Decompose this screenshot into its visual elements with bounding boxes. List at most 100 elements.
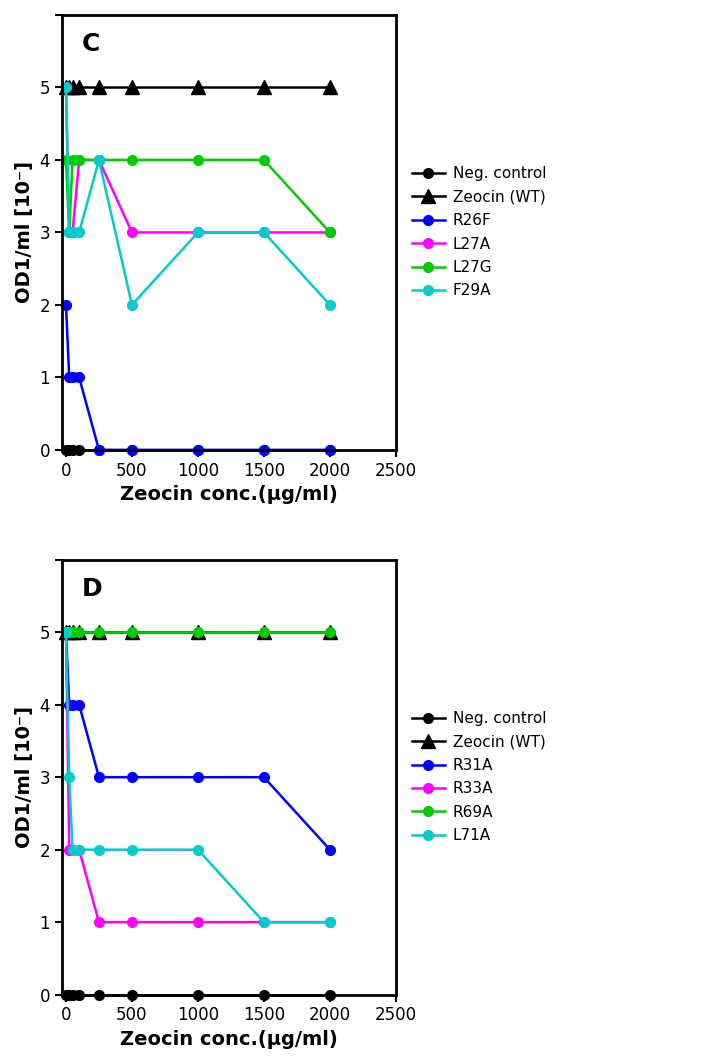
R26F <box>62 299 70 312</box>
L27G <box>260 153 268 166</box>
L71A <box>75 844 83 857</box>
L27A <box>128 226 136 238</box>
R26F <box>260 444 268 456</box>
Line: L71A: L71A <box>61 628 335 927</box>
L27G <box>194 153 202 166</box>
R69A <box>128 626 136 638</box>
Line: L27A: L27A <box>61 83 335 237</box>
Zeocin (WT) <box>68 81 77 94</box>
L27G <box>75 153 83 166</box>
Zeocin (WT) <box>94 626 103 638</box>
F29A <box>128 299 136 312</box>
R26F <box>65 371 74 384</box>
R69A <box>326 626 334 638</box>
L27G <box>326 226 334 238</box>
R33A <box>94 916 103 929</box>
X-axis label: Zeocin conc.(μg/ml): Zeocin conc.(μg/ml) <box>120 485 338 504</box>
Neg. control <box>65 988 74 1001</box>
Neg. control <box>62 988 70 1001</box>
Zeocin (WT) <box>260 626 268 638</box>
L71A <box>68 844 77 857</box>
R31A <box>62 626 70 638</box>
R69A <box>62 626 70 638</box>
L71A <box>326 916 334 929</box>
Line: F29A: F29A <box>61 83 335 310</box>
Zeocin (WT) <box>62 626 70 638</box>
Zeocin (WT) <box>326 626 334 638</box>
Neg. control <box>194 988 202 1001</box>
L27G <box>128 153 136 166</box>
R26F <box>94 444 103 456</box>
L71A <box>128 844 136 857</box>
R69A <box>68 626 77 638</box>
L27A <box>94 153 103 166</box>
R26F <box>326 444 334 456</box>
L27A <box>68 226 77 238</box>
Neg. control <box>75 444 83 456</box>
Legend: Neg. control, Zeocin (WT), R26F, L27A, L27G, F29A: Neg. control, Zeocin (WT), R26F, L27A, L… <box>407 162 551 303</box>
Neg. control <box>128 988 136 1001</box>
L71A <box>94 844 103 857</box>
Neg. control <box>65 444 74 456</box>
Zeocin (WT) <box>194 81 202 94</box>
L27A <box>326 226 334 238</box>
R69A <box>94 626 103 638</box>
R33A <box>326 916 334 929</box>
Neg. control <box>75 988 83 1001</box>
L27A <box>65 226 74 238</box>
X-axis label: Zeocin conc.(μg/ml): Zeocin conc.(μg/ml) <box>120 1030 338 1049</box>
Line: R26F: R26F <box>61 300 335 454</box>
Neg. control <box>260 988 268 1001</box>
Neg. control <box>62 444 70 456</box>
R31A <box>68 698 77 711</box>
R69A <box>75 626 83 638</box>
Zeocin (WT) <box>194 626 202 638</box>
F29A <box>194 226 202 238</box>
R33A <box>65 844 74 857</box>
Zeocin (WT) <box>128 81 136 94</box>
R31A <box>94 770 103 783</box>
L27A <box>260 226 268 238</box>
R31A <box>65 698 74 711</box>
Line: R33A: R33A <box>61 628 335 927</box>
F29A <box>326 299 334 312</box>
Y-axis label: OD1/ml [10⁻]: OD1/ml [10⁻] <box>15 162 34 303</box>
Neg. control <box>194 444 202 456</box>
F29A <box>62 81 70 94</box>
R31A <box>75 698 83 711</box>
Text: D: D <box>82 577 103 601</box>
F29A <box>260 226 268 238</box>
L27G <box>62 153 70 166</box>
F29A <box>65 226 74 238</box>
F29A <box>94 153 103 166</box>
R26F <box>128 444 136 456</box>
R69A <box>194 626 202 638</box>
R31A <box>128 770 136 783</box>
Zeocin (WT) <box>128 626 136 638</box>
Zeocin (WT) <box>94 81 103 94</box>
Neg. control <box>68 444 77 456</box>
L27A <box>194 226 202 238</box>
L27G <box>94 153 103 166</box>
Line: Neg. control: Neg. control <box>61 990 335 999</box>
R31A <box>326 844 334 857</box>
Zeocin (WT) <box>65 626 74 638</box>
Zeocin (WT) <box>75 626 83 638</box>
Line: L27G: L27G <box>61 155 335 237</box>
Zeocin (WT) <box>68 626 77 638</box>
L71A <box>194 844 202 857</box>
Line: R69A: R69A <box>61 628 335 637</box>
Y-axis label: OD1/ml [10⁻]: OD1/ml [10⁻] <box>15 706 34 848</box>
Zeocin (WT) <box>62 81 70 94</box>
Zeocin (WT) <box>75 81 83 94</box>
R26F <box>194 444 202 456</box>
Neg. control <box>326 988 334 1001</box>
R33A <box>75 844 83 857</box>
R33A <box>68 844 77 857</box>
Legend: Neg. control, Zeocin (WT), R31A, R33A, R69A, L71A: Neg. control, Zeocin (WT), R31A, R33A, R… <box>407 706 551 848</box>
Neg. control <box>128 444 136 456</box>
R31A <box>194 770 202 783</box>
Neg. control <box>94 444 103 456</box>
F29A <box>68 226 77 238</box>
R33A <box>62 626 70 638</box>
